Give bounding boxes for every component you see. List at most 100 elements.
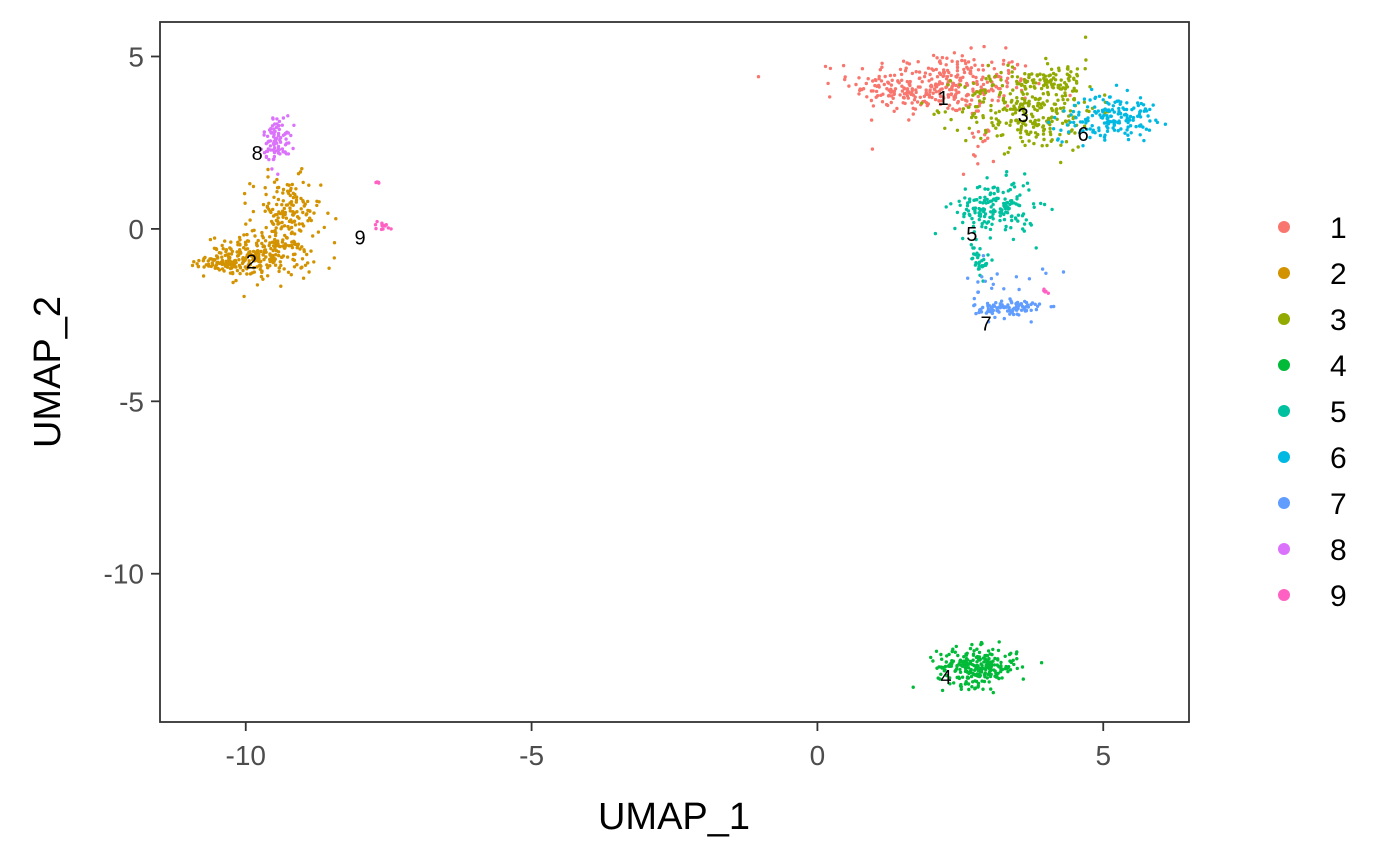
data-point (870, 147, 875, 151)
data-point (994, 117, 998, 121)
data-point (1049, 132, 1053, 137)
data-point (293, 232, 297, 236)
data-point (276, 131, 281, 136)
data-point (1103, 93, 1107, 97)
data-point (1141, 125, 1145, 129)
data-point (373, 223, 378, 227)
data-point (1088, 85, 1092, 89)
data-point (907, 62, 912, 66)
data-point (374, 226, 378, 231)
data-point (1009, 118, 1013, 123)
data-point (966, 60, 971, 64)
data-point (1130, 107, 1134, 112)
data-point (1097, 94, 1102, 99)
data-point (994, 301, 998, 305)
data-point (285, 141, 289, 145)
data-point (929, 655, 933, 660)
data-point (1058, 106, 1063, 111)
data-point (281, 187, 286, 192)
data-point (975, 82, 979, 87)
data-point (954, 667, 959, 671)
data-point (1035, 304, 1040, 308)
data-point (947, 103, 952, 108)
data-point (1045, 80, 1049, 84)
data-point (249, 253, 253, 257)
data-point (1051, 127, 1056, 131)
data-point (976, 68, 981, 72)
data-point (973, 154, 977, 158)
data-point (1105, 116, 1109, 121)
data-point (873, 83, 877, 88)
data-point (271, 248, 275, 253)
data-point (322, 225, 326, 230)
data-point (889, 87, 893, 92)
data-point (267, 201, 271, 205)
data-point (982, 96, 986, 101)
data-point (986, 63, 990, 68)
data-point (1030, 95, 1035, 99)
data-point (248, 182, 252, 186)
data-point (309, 249, 313, 253)
data-point (291, 252, 296, 257)
data-point (231, 280, 235, 285)
data-point (1086, 116, 1090, 120)
data-point (989, 87, 994, 91)
data-point (295, 263, 299, 267)
data-point (997, 86, 1001, 91)
data-point (1046, 92, 1051, 97)
data-point (991, 123, 995, 128)
data-point (991, 217, 995, 221)
data-point (286, 270, 291, 274)
data-point (992, 191, 996, 196)
data-point (276, 239, 280, 243)
data-point (976, 162, 980, 166)
data-point (946, 106, 950, 110)
data-point (253, 258, 257, 262)
data-point (1053, 115, 1057, 120)
data-point (1138, 115, 1143, 119)
data-point (245, 247, 250, 251)
data-point (1033, 302, 1037, 306)
data-point (1024, 113, 1028, 117)
data-point (274, 226, 278, 230)
data-point (1036, 104, 1040, 108)
data-point (934, 649, 939, 653)
data-point (213, 265, 218, 269)
data-point (860, 67, 865, 71)
data-point (1004, 173, 1008, 177)
data-point (259, 147, 263, 151)
data-point (972, 58, 976, 62)
data-point (945, 68, 950, 73)
data-point (866, 77, 870, 81)
data-point (1061, 97, 1065, 102)
data-point (1050, 119, 1054, 124)
data-point (931, 53, 936, 58)
data-point (892, 109, 896, 114)
data-point (334, 217, 338, 221)
data-point (1022, 222, 1027, 226)
data-point (1009, 100, 1013, 104)
data-point (296, 244, 300, 248)
data-point (989, 276, 994, 281)
data-point (289, 273, 293, 277)
data-point (292, 123, 296, 128)
data-point (1074, 89, 1079, 93)
data-point (275, 117, 279, 121)
data-point (1026, 104, 1031, 108)
data-point (977, 217, 981, 222)
data-point (1047, 74, 1051, 78)
data-point (1016, 128, 1020, 132)
legend-key-8 (1278, 543, 1290, 555)
data-point (1111, 104, 1116, 108)
data-point (1090, 87, 1094, 92)
data-point (1076, 101, 1081, 105)
data-point (272, 180, 277, 184)
data-point (981, 139, 985, 144)
data-point (1022, 299, 1027, 304)
data-point (946, 83, 950, 87)
data-point (990, 121, 994, 125)
data-point (933, 97, 938, 102)
data-point (957, 662, 961, 666)
data-point (1131, 115, 1136, 120)
data-point (1010, 60, 1014, 64)
